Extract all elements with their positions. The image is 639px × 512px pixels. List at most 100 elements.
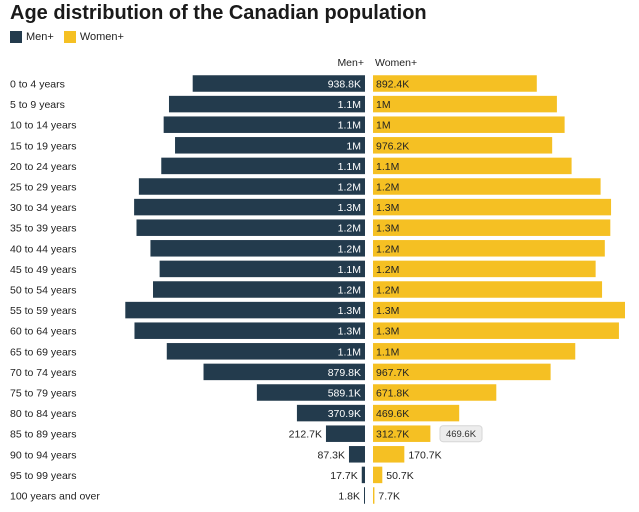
bar-women[interactable] [373,116,565,133]
bar-women[interactable] [373,219,611,236]
data-label-women: 7.7K [378,491,400,503]
bar-women[interactable] [373,487,375,504]
bar-women[interactable] [373,404,460,422]
data-label-women: 1.3M [376,202,399,214]
category-label: 0 to 4 years [10,79,65,91]
category-label: 50 to 54 years [10,285,77,297]
bar-women[interactable] [373,95,557,113]
data-label-women: 1.2M [376,182,399,194]
bar-women[interactable] [373,157,572,175]
category-label: 65 to 69 years [10,346,77,358]
data-label-women: 671.8K [376,388,409,400]
category-label: 85 to 89 years [10,429,77,441]
bar-men[interactable] [296,404,365,422]
bar-women[interactable] [373,198,612,216]
category-label: 100 years and over [10,491,100,503]
bar-women[interactable] [373,240,605,257]
category-label: 40 to 44 years [10,243,77,255]
hover-tooltip [439,425,483,443]
category-label: 15 to 19 years [10,140,77,152]
data-label-men: 1.2M [338,243,361,255]
bar-men[interactable] [161,157,365,175]
category-label: 25 to 29 years [10,182,77,194]
bar-men[interactable] [166,343,365,360]
data-label-women: 1.1M [376,346,399,358]
data-label-men: 589.1K [328,388,361,400]
data-label-women: 312.7K [376,429,409,441]
data-label-men: 879.8K [328,367,361,379]
data-label-women: 1.3M [376,223,399,235]
bar-men[interactable] [163,116,365,133]
data-label-women: 1.3M [376,305,399,317]
category-label: 30 to 34 years [10,202,77,214]
legend-swatch-men [10,31,22,43]
data-label-men: 1.1M [338,99,361,111]
bar-men[interactable] [125,301,366,319]
bar-women[interactable] [373,384,497,401]
category-label: 5 to 9 years [10,99,65,111]
bar-men[interactable] [203,363,365,381]
data-label-men: 1.3M [338,305,361,317]
data-label-men: 1.1M [338,346,361,358]
data-label-women: 1M [376,99,391,111]
legend-item-men[interactable]: Men+ [10,31,54,43]
bar-women[interactable] [373,363,551,381]
data-label-men: 1.1M [338,120,361,132]
category-label: 90 to 94 years [10,449,77,461]
bar-men[interactable] [168,95,365,113]
data-label-men: 1.2M [338,285,361,297]
bar-women[interactable] [373,446,405,463]
legend-label-women: Women+ [79,31,124,43]
bar-men[interactable] [175,137,365,154]
bar-men[interactable] [153,281,365,298]
data-label-men: 1.3M [338,202,361,214]
bar-men[interactable] [150,240,365,257]
bar-men[interactable] [364,487,365,504]
bar-men[interactable] [134,322,365,339]
hover-tooltip-text: 469.6K [446,429,477,440]
chart-title: Age distribution of the Canadian populat… [10,2,427,24]
bar-women[interactable] [373,75,537,92]
bar-women[interactable] [373,466,383,484]
legend: Men+ Women+ [10,31,134,43]
data-label-women: 1M [376,120,391,132]
category-label: 55 to 59 years [10,305,77,317]
data-label-men: 370.9K [328,408,361,420]
bar-men[interactable] [138,178,365,195]
data-label-men: 1.3M [338,326,361,338]
category-label: 10 to 14 years [10,120,77,132]
data-label-women: 1.2M [376,264,399,276]
data-label-men: 212.7K [289,429,322,441]
data-label-men: 1.1M [338,264,361,276]
category-label: 35 to 39 years [10,223,77,235]
bar-men[interactable] [256,384,365,401]
bar-men[interactable] [136,219,365,236]
bar-men[interactable] [134,198,365,216]
bar-men[interactable] [325,425,365,442]
bar-women[interactable] [373,260,596,278]
bar-women[interactable] [373,301,625,319]
bar-men[interactable] [361,466,365,484]
bar-women[interactable] [373,322,619,339]
category-label: 80 to 84 years [10,408,77,420]
bar-men[interactable] [159,260,365,278]
bar-women[interactable] [373,137,553,154]
bar-men[interactable] [348,446,365,463]
category-label: 75 to 79 years [10,388,77,400]
bar-women[interactable] [373,281,603,298]
data-label-men: 1.2M [338,223,361,235]
category-label: 20 to 24 years [10,161,77,173]
column-header-women: Women+ [375,57,417,69]
data-label-women: 1.2M [376,285,399,297]
category-label: 70 to 74 years [10,367,77,379]
data-label-women: 1.1M [376,161,399,173]
data-label-men: 1.8K [338,491,360,503]
bar-women[interactable] [373,425,431,442]
bar-men[interactable] [192,75,365,92]
data-label-women: 967.7K [376,367,409,379]
bar-women[interactable] [373,343,576,360]
bar-women[interactable] [373,178,601,195]
legend-swatch-women [63,31,76,43]
legend-item-women[interactable]: Women+ [63,31,124,43]
